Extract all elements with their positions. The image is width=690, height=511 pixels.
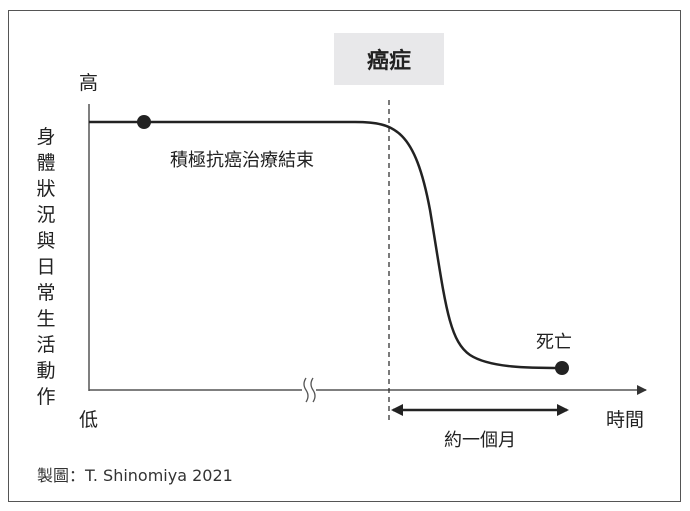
condition-curve	[89, 120, 563, 370]
treatment-end-label: 積極抗癌治療結束	[170, 150, 314, 171]
treatment-end-dot	[137, 115, 151, 129]
y-low-label: 低	[79, 409, 99, 431]
cancer-header-box: 癌症	[334, 33, 444, 85]
x-axis-label: 時間	[606, 409, 645, 431]
y-axis-label: 身體狀況與日常生活動作	[36, 126, 56, 408]
credit-text: 製圖：T. Shinomiya 2021	[37, 466, 233, 485]
diagram-frame	[8, 10, 681, 502]
y-high-label: 高	[79, 72, 99, 94]
death-dot	[555, 361, 569, 375]
cancer-header-label: 癌症	[366, 49, 411, 74]
duration-label: 約一個月	[444, 430, 516, 451]
axis-break-mark	[302, 377, 316, 403]
death-label: 死亡	[536, 332, 572, 353]
